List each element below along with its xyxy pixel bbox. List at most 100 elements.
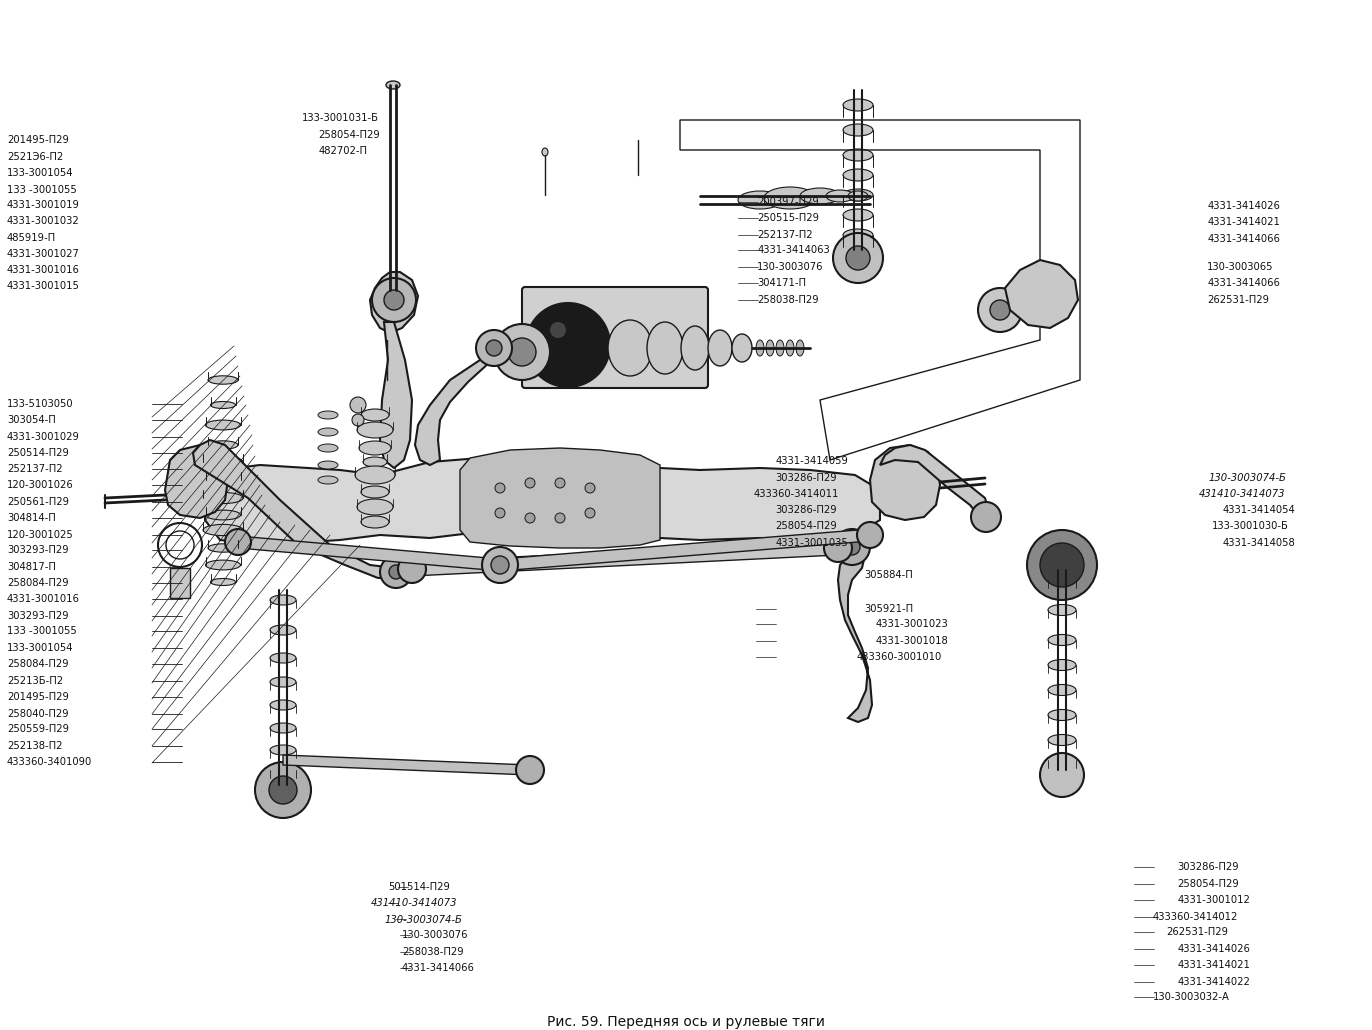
Text: 303054-П: 303054-П (7, 415, 56, 425)
Circle shape (373, 280, 413, 320)
Text: 130-3003074-Б: 130-3003074-Б (1209, 473, 1287, 483)
Circle shape (1028, 530, 1098, 600)
FancyBboxPatch shape (521, 287, 708, 388)
Text: 4331-3414066: 4331-3414066 (402, 963, 475, 973)
Circle shape (372, 278, 416, 322)
Ellipse shape (318, 411, 338, 419)
Text: 25213Б-П2: 25213Б-П2 (7, 676, 63, 686)
Ellipse shape (361, 486, 390, 497)
Text: 431410-3414073: 431410-3414073 (370, 898, 457, 908)
Text: 130-3003074-Б: 130-3003074-Б (384, 915, 462, 925)
Circle shape (971, 502, 1002, 533)
Text: 4331-3414026: 4331-3414026 (1207, 201, 1280, 211)
Circle shape (556, 513, 565, 523)
Ellipse shape (270, 677, 296, 687)
Text: 120-3001025: 120-3001025 (7, 529, 74, 540)
Circle shape (225, 529, 251, 555)
Ellipse shape (357, 422, 392, 438)
Circle shape (508, 338, 536, 366)
Text: 201495-П29: 201495-П29 (7, 135, 69, 145)
Ellipse shape (1048, 605, 1076, 616)
Text: 133 -3001055: 133 -3001055 (7, 626, 77, 637)
Text: 4331-3001012: 4331-3001012 (1177, 895, 1250, 905)
Text: 305884-П: 305884-П (864, 570, 914, 580)
Text: 133-3001030-Б: 133-3001030-Б (1211, 521, 1288, 531)
Ellipse shape (738, 191, 782, 209)
Circle shape (390, 565, 403, 579)
Text: 303286-П29: 303286-П29 (775, 473, 837, 483)
Circle shape (556, 478, 565, 488)
Text: 485919-П: 485919-П (7, 233, 56, 243)
Ellipse shape (777, 340, 783, 356)
Ellipse shape (355, 466, 395, 484)
Ellipse shape (842, 229, 873, 241)
Text: 4331-3001023: 4331-3001023 (875, 619, 948, 629)
Text: 4331-3001018: 4331-3001018 (875, 636, 948, 646)
Text: 4331-3414059: 4331-3414059 (775, 456, 848, 467)
Ellipse shape (210, 402, 236, 409)
Text: 4331-3414066: 4331-3414066 (1207, 278, 1280, 288)
Ellipse shape (270, 765, 296, 775)
Bar (170, 568, 189, 598)
Circle shape (383, 290, 403, 310)
Circle shape (476, 330, 512, 366)
Text: 4331-3414021: 4331-3414021 (1207, 217, 1280, 228)
Ellipse shape (206, 510, 240, 520)
Circle shape (482, 547, 519, 583)
Circle shape (495, 483, 505, 493)
Text: 482702-П: 482702-П (318, 146, 368, 157)
Circle shape (350, 397, 366, 413)
Circle shape (978, 288, 1022, 332)
Text: 304814-П: 304814-П (7, 513, 56, 523)
Text: 252137-П2: 252137-П2 (757, 230, 814, 240)
Text: 250559-П29: 250559-П29 (7, 724, 69, 734)
Ellipse shape (1048, 685, 1076, 695)
Circle shape (255, 762, 311, 818)
Ellipse shape (318, 428, 338, 436)
Ellipse shape (764, 187, 816, 209)
Circle shape (844, 539, 860, 555)
Circle shape (834, 529, 870, 565)
Polygon shape (370, 272, 418, 333)
Circle shape (1040, 543, 1084, 587)
Circle shape (525, 478, 535, 488)
Text: 433360-3001010: 433360-3001010 (856, 652, 941, 662)
Polygon shape (414, 348, 505, 465)
Circle shape (495, 508, 505, 518)
Ellipse shape (206, 420, 240, 430)
Ellipse shape (386, 81, 401, 89)
Circle shape (516, 756, 545, 784)
Text: 303293-П29: 303293-П29 (7, 611, 69, 621)
Ellipse shape (270, 625, 296, 636)
Text: 252138-П2: 252138-П2 (7, 741, 62, 751)
Text: 4331-3414026: 4331-3414026 (1177, 943, 1250, 954)
Text: 250515-П29: 250515-П29 (757, 213, 819, 224)
Ellipse shape (842, 124, 873, 136)
Ellipse shape (842, 99, 873, 111)
Text: 200397-П29: 200397-П29 (757, 197, 819, 207)
Polygon shape (380, 322, 412, 468)
Circle shape (550, 322, 567, 338)
Ellipse shape (1048, 634, 1076, 646)
Polygon shape (283, 755, 530, 775)
Text: 501514-П29: 501514-П29 (388, 882, 450, 892)
Polygon shape (237, 536, 499, 571)
Ellipse shape (842, 149, 873, 161)
Ellipse shape (542, 148, 547, 156)
Text: 2521Э6-П2: 2521Э6-П2 (7, 151, 63, 162)
Text: 433360-3414011: 433360-3414011 (753, 489, 838, 500)
Ellipse shape (842, 169, 873, 181)
Ellipse shape (361, 516, 390, 528)
Polygon shape (412, 541, 838, 576)
Circle shape (486, 340, 502, 356)
Text: 4331-3414066: 4331-3414066 (1207, 234, 1280, 244)
Text: 4331-3001032: 4331-3001032 (7, 216, 80, 227)
Ellipse shape (826, 190, 853, 202)
Ellipse shape (1048, 659, 1076, 671)
Circle shape (494, 324, 550, 380)
Polygon shape (460, 448, 660, 548)
Ellipse shape (206, 560, 240, 570)
Polygon shape (204, 455, 879, 545)
Ellipse shape (681, 327, 709, 370)
Circle shape (584, 483, 595, 493)
